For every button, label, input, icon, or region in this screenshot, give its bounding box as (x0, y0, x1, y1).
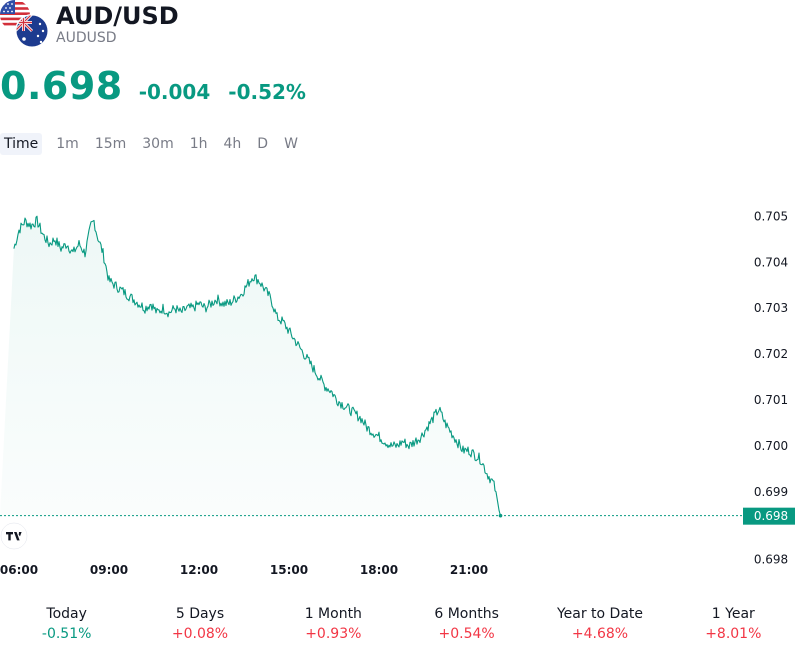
interval-1m[interactable]: 1m (56, 136, 79, 152)
last-price-dot (498, 513, 503, 518)
symbol-header: AUD/USD AUDUSD (0, 0, 800, 56)
interval-4h[interactable]: 4h (223, 136, 242, 152)
x-axis-tick-label: 09:00 (90, 563, 128, 577)
y-axis-tick-label: 0.703 (754, 301, 788, 315)
period-today[interactable]: Today -0.51% (0, 604, 133, 654)
price-change: -0.004 (138, 80, 211, 104)
period-label: Today (46, 606, 87, 622)
y-axis-tick-label: 0.702 (754, 347, 788, 361)
period-5-days[interactable]: 5 Days +0.08% (133, 604, 266, 654)
x-axis-tick-label: 06:00 (0, 563, 38, 577)
period-change: -0.51% (41, 626, 92, 642)
y-axis-tick-label: 0.699 (754, 485, 788, 499)
period-change: +0.08% (171, 626, 229, 642)
tradingview-logo-icon (0, 522, 28, 550)
period-change: +0.93% (305, 626, 362, 642)
price-change-percent: -0.52% (228, 80, 306, 104)
symbol-title: AUD/USD (56, 2, 179, 30)
interval-30m[interactable]: 30m (142, 136, 174, 152)
x-axis-tick-label: 15:00 (270, 563, 308, 577)
period-1-month[interactable]: 1 Month +0.93% (267, 604, 400, 654)
quote-row: 0.698 -0.004 -0.52% (0, 64, 306, 108)
period-label: 1 Month (304, 606, 362, 622)
interval-15m[interactable]: 15m (94, 136, 127, 152)
x-axis-tick-label: 18:00 (360, 563, 398, 577)
period-label: 1 Year (711, 606, 755, 622)
performance-periods: Today -0.51% 5 Days +0.08% 1 Month +0.93… (0, 604, 800, 654)
period-change: +4.68% (571, 626, 629, 642)
period-year-to-date[interactable]: Year to Date +4.68% (533, 604, 666, 654)
last-price-badge-label: 0.698 (754, 509, 788, 523)
price-chart-svg[interactable]: 0.698 0.705 0.704 0.703 0.702 0.701 0.700 0.699… (0, 170, 800, 590)
period-label: 6 Months (434, 606, 499, 622)
x-axis-tick-label: 12:00 (180, 563, 218, 577)
y-axis-tick-label: 0.705 (754, 209, 788, 223)
y-axis-tick-label: 0.698 (754, 553, 788, 567)
currency-pair-flags (0, 0, 50, 50)
price-chart[interactable]: 0.698 0.705 0.704 0.703 0.702 0.701 0.700 0.699… (0, 170, 800, 590)
interval-d[interactable]: D (257, 136, 269, 152)
period-change: +8.01% (705, 626, 762, 642)
interval-selector: Time 1m 15m 30m 1h 4h D W (0, 132, 306, 156)
period-6-months[interactable]: 6 Months +0.54% (400, 604, 533, 654)
interval-time[interactable]: Time (0, 133, 43, 155)
australia-flag-icon (15, 14, 49, 48)
period-label: Year to Date (556, 606, 643, 622)
last-price-badge (743, 507, 795, 525)
period-1-year[interactable]: 1 Year +8.01% (667, 604, 800, 654)
y-axis-tick-label: 0.701 (754, 393, 788, 407)
x-axis-tick-label: 21:00 (450, 563, 488, 577)
price-area-fill (0, 216, 501, 516)
period-label: 5 Days (175, 606, 225, 622)
tradingview-logo-glyph (5, 532, 22, 541)
symbol-ticker: AUDUSD (56, 30, 117, 46)
y-axis-tick-label: 0.700 (754, 439, 788, 453)
last-price: 0.698 (0, 64, 123, 108)
interval-w[interactable]: W (284, 136, 298, 152)
interval-1h[interactable]: 1h (189, 136, 208, 152)
period-change: +0.54% (438, 626, 495, 642)
y-axis-tick-label: 0.704 (754, 255, 788, 269)
price-line (13, 215, 502, 516)
